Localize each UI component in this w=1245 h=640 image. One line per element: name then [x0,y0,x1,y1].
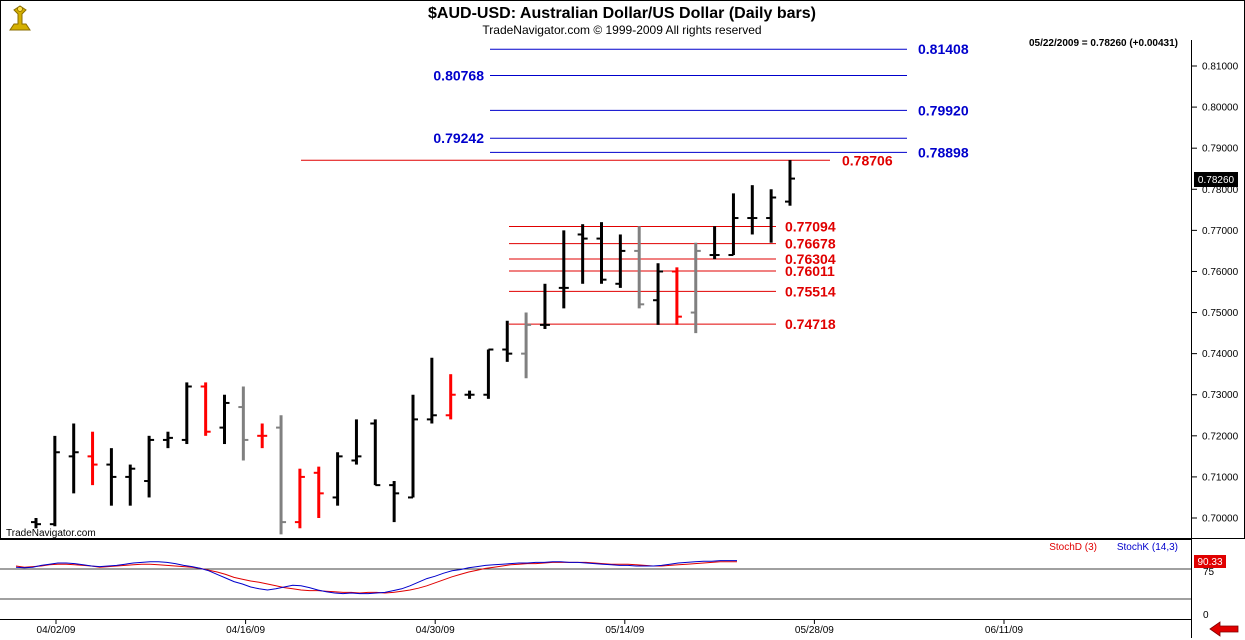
stoch-d-legend: StochD (3) [1049,542,1097,553]
level-label: 0.81408 [918,41,969,57]
ohlc-bar [445,374,456,420]
x-tick-label: 06/11/09 [985,625,1024,636]
y-tick-label: 0.80000 [1202,103,1239,114]
ohlc-bar [181,382,192,445]
ohlc-bar [276,415,287,535]
x-tick-label: 05/14/09 [605,625,644,636]
ohlc-bar [653,263,664,325]
ohlc-bar [294,468,305,529]
stoch-value-badge [1194,555,1226,568]
y-tick-label: 0.72000 [1202,431,1239,442]
ohlc-bar [615,234,626,288]
retracement-levels: 0.81408 0.80768 0.79920 0.79242 0.78898 0.787… [301,41,969,332]
ohlc-bar [31,518,41,529]
stoch-k-line [15,560,737,595]
ohlc-bar [502,320,513,362]
ohlc-bar [747,185,758,235]
level-label: 0.74718 [785,316,836,332]
chart-subtitle: TradeNavigator.com © 1999-2009 All right… [482,23,761,37]
stoch-value-label: 90.33 [1197,557,1222,568]
level-label: 0.79920 [918,102,969,118]
y-tick-label: 0.74000 [1202,349,1239,360]
ohlc-bar [332,452,343,506]
stoch-k-legend: StochK (14,3) [1117,542,1178,553]
ohlc-bar [219,394,230,445]
ohlc-bar [49,435,60,527]
y-axis-ticks: 0.70000 0.71000 0.72000 0.73000 0.74000 0.750… [1191,62,1239,525]
level-label: 0.78706 [842,152,893,168]
ohlc-bar [238,386,249,461]
x-tick-label: 05/28/09 [795,625,834,636]
trade-navigator-logo-icon [4,3,34,35]
price-panel-frame [0,0,1245,539]
level-label: 0.80768 [433,68,484,84]
ohlc-bar [351,419,362,465]
ohlc-bars [31,160,795,535]
stoch-tick-0: 0 [1203,610,1209,621]
ohlc-bar [408,394,418,499]
ohlc-bar [728,193,739,257]
ohlc-bar [577,224,588,284]
y-tick-label: 0.70000 [1202,514,1239,525]
chart-title: $AUD-USD: Australian Dollar/US Dollar (D… [428,5,816,22]
ohlc-bar [370,419,381,487]
ohlc-bar [521,312,532,379]
ohlc-bar [389,481,400,523]
ohlc-bar [313,466,324,518]
level-label: 0.76678 [785,236,836,252]
stoch-tick-75: 75 [1203,567,1215,578]
ohlc-bar [162,431,173,449]
ohlc-bar [125,464,136,506]
ohlc-bar [596,222,607,284]
level-label: 0.76304 [785,251,836,267]
y-tick-label: 0.76000 [1202,267,1239,278]
stoch-d-line [15,561,737,594]
level-label: 0.76011 [785,263,835,279]
ohlc-bar [671,267,682,325]
x-tick-label: 04/30/09 [416,625,455,636]
ohlc-bar [690,242,701,334]
watermark-label: TradeNavigator.com [6,528,96,539]
stochastic-panel [0,560,1191,600]
ohlc-bar [87,431,98,486]
y-tick-label: 0.78000 [1202,185,1239,196]
ohlc-bar [68,423,79,494]
scroll-left-arrow-icon[interactable] [1207,621,1241,637]
ohlc-bar [464,390,475,399]
ohlc-bar [426,357,437,424]
level-label: 0.79242 [433,130,484,146]
ohlc-bar [539,283,550,329]
x-tick-label: 04/02/09 [37,625,76,636]
ohlc-bar [200,382,211,436]
level-label: 0.78898 [918,144,969,160]
ohlc-bar [144,435,155,498]
ohlc-bar [558,230,569,309]
y-tick-label: 0.81000 [1202,62,1239,73]
status-readout: 05/22/2009 = 0.78260 (+0.00431) [1029,38,1178,49]
ohlc-bar [634,226,645,309]
y-tick-label: 0.71000 [1202,472,1239,483]
level-label: 0.75514 [785,283,836,299]
ohlc-bar [785,160,795,206]
ohlc-bar [709,226,720,260]
ohlc-bar [257,423,268,449]
level-label: 0.77094 [785,219,836,235]
y-tick-label: 0.79000 [1202,144,1239,155]
last-price-badge [1194,172,1238,187]
x-axis-ticks: 04/02/09 04/16/09 04/30/09 05/14/09 05/28/09… [37,619,1024,636]
last-price-label: 0.78260 [1198,175,1235,186]
ohlc-bar [766,189,777,243]
ohlc-bar [106,448,117,506]
y-tick-label: 0.75000 [1202,308,1239,319]
ohlc-bar [483,348,494,399]
y-tick-label: 0.73000 [1202,390,1239,401]
y-tick-label: 0.77000 [1202,226,1239,237]
x-tick-label: 04/16/09 [226,625,265,636]
